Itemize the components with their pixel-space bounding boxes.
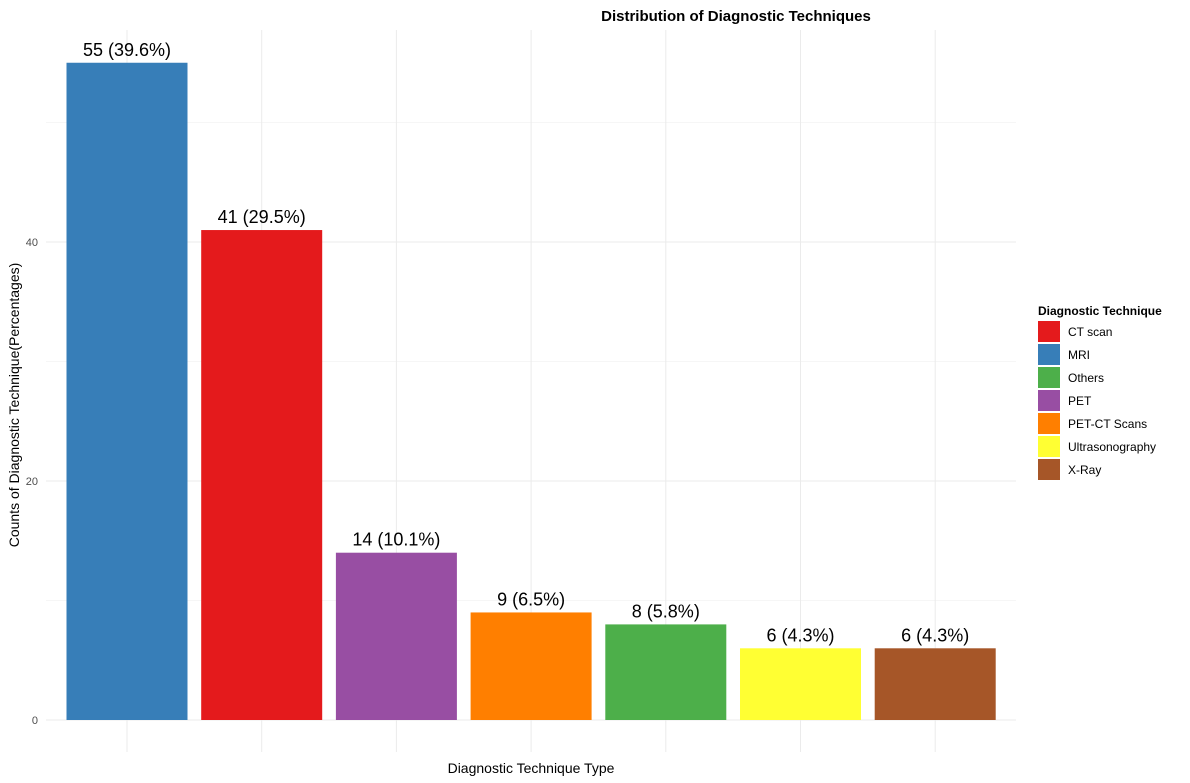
y-axis-title: Counts of Diagnostic Technique(Percentag… xyxy=(6,263,22,548)
bar-x-ray xyxy=(874,648,996,720)
legend-key xyxy=(1038,344,1060,365)
legend-label: X-Ray xyxy=(1068,463,1101,477)
legend-key xyxy=(1038,321,1060,342)
legend-key xyxy=(1038,436,1060,457)
x-axis-title: Diagnostic Technique Type xyxy=(448,760,615,776)
legend-label: CT scan xyxy=(1068,325,1112,339)
bar-value-label: 14 (10.1%) xyxy=(352,530,440,550)
legend-key xyxy=(1038,390,1060,411)
bar-ultrasonography xyxy=(740,648,861,720)
legend-label: Others xyxy=(1068,371,1104,385)
bar-value-label: 9 (6.5%) xyxy=(497,589,565,609)
legend: Diagnostic Technique CT scan MRI Others PET… xyxy=(1038,304,1162,480)
bar-ct-scan xyxy=(201,230,323,721)
bars xyxy=(66,62,996,721)
y-tick-label: 20 xyxy=(26,476,38,488)
legend-label: PET-CT Scans xyxy=(1068,417,1147,431)
bar-value-label: 55 (39.6%) xyxy=(83,40,171,60)
legend-key xyxy=(1038,367,1060,388)
bar-value-label: 6 (4.3%) xyxy=(766,625,834,645)
bar-value-label: 8 (5.8%) xyxy=(632,601,700,621)
bar-others xyxy=(605,624,727,720)
bar-pet-ct-scans xyxy=(470,612,592,720)
y-axis: 0 20 40 xyxy=(26,237,38,727)
y-tick-label: 40 xyxy=(26,237,38,249)
legend-label: MRI xyxy=(1068,348,1090,362)
legend-key xyxy=(1038,413,1060,434)
chart-title: Distribution of Diagnostic Techniques xyxy=(601,8,871,25)
bar-labels: 55 (39.6%) 41 (29.5%) 14 (10.1%) 9 (6.5%) 8 … xyxy=(83,40,969,646)
legend-label: PET xyxy=(1068,394,1092,408)
bar-value-label: 41 (29.5%) xyxy=(218,207,306,227)
legend-title: Diagnostic Technique xyxy=(1038,304,1162,318)
legend-label: Ultrasonography xyxy=(1068,440,1156,454)
bar-pet xyxy=(335,552,457,720)
bar-value-label: 6 (4.3%) xyxy=(901,625,969,645)
bar-mri xyxy=(66,62,188,720)
legend-key xyxy=(1038,459,1060,480)
y-tick-label: 0 xyxy=(32,715,38,727)
